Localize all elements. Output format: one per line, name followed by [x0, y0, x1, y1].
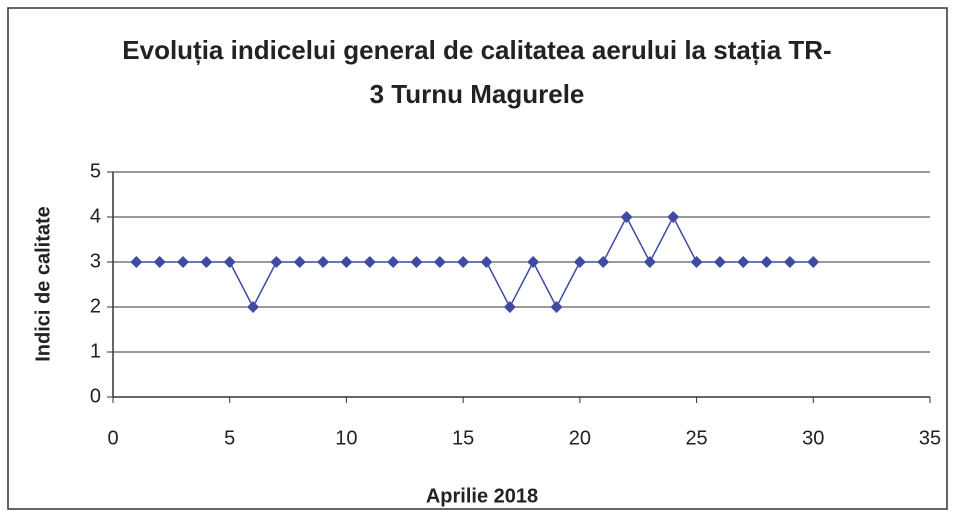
data-point [713, 256, 726, 268]
data-point [387, 256, 400, 268]
data-point [480, 256, 493, 268]
y-tick-label: 3 [90, 250, 101, 272]
y-tick-label: 0 [90, 385, 101, 407]
data-point [200, 256, 213, 268]
data-point [457, 256, 470, 268]
data-point [270, 256, 283, 268]
data-point [573, 256, 586, 268]
data-point [130, 256, 143, 268]
x-tick-label: 20 [569, 427, 591, 449]
chart-title: Evoluția indicelui general de calitatea … [122, 35, 832, 109]
data-point [690, 256, 703, 268]
data-point [643, 256, 656, 268]
y-tick-label: 1 [90, 340, 101, 362]
data-point [433, 256, 446, 268]
x-tick-label: 0 [107, 427, 118, 449]
data-point [177, 256, 190, 268]
data-point [783, 256, 796, 268]
data-point [597, 256, 610, 268]
data-point [667, 211, 680, 223]
x-tick-label: 30 [802, 427, 824, 449]
data-point [153, 256, 166, 268]
data-point [410, 256, 423, 268]
data-point [223, 256, 236, 268]
data-point [550, 301, 563, 313]
x-tick-label: 35 [919, 427, 941, 449]
data-point [317, 256, 330, 268]
x-tick-label: 10 [335, 427, 357, 449]
y-tick-label: 4 [90, 205, 101, 227]
chart-border [7, 7, 948, 510]
data-point [340, 256, 353, 268]
data-point [737, 256, 750, 268]
data-point [247, 301, 260, 313]
x-tick-label: 25 [685, 427, 707, 449]
x-axis-label: Aprilie 2018 [426, 485, 538, 507]
x-tick-label: 15 [452, 427, 474, 449]
data-point [807, 256, 820, 268]
y-tick-label: 5 [90, 160, 101, 182]
y-tick-label: 2 [90, 295, 101, 317]
data-point [527, 256, 540, 268]
data-point [760, 256, 773, 268]
x-tick-label: 5 [224, 427, 235, 449]
data-point [363, 256, 376, 268]
data-point [293, 256, 306, 268]
y-axis-label: Indici de calitate [32, 206, 54, 362]
data-point [620, 211, 633, 223]
data-point [503, 301, 516, 313]
